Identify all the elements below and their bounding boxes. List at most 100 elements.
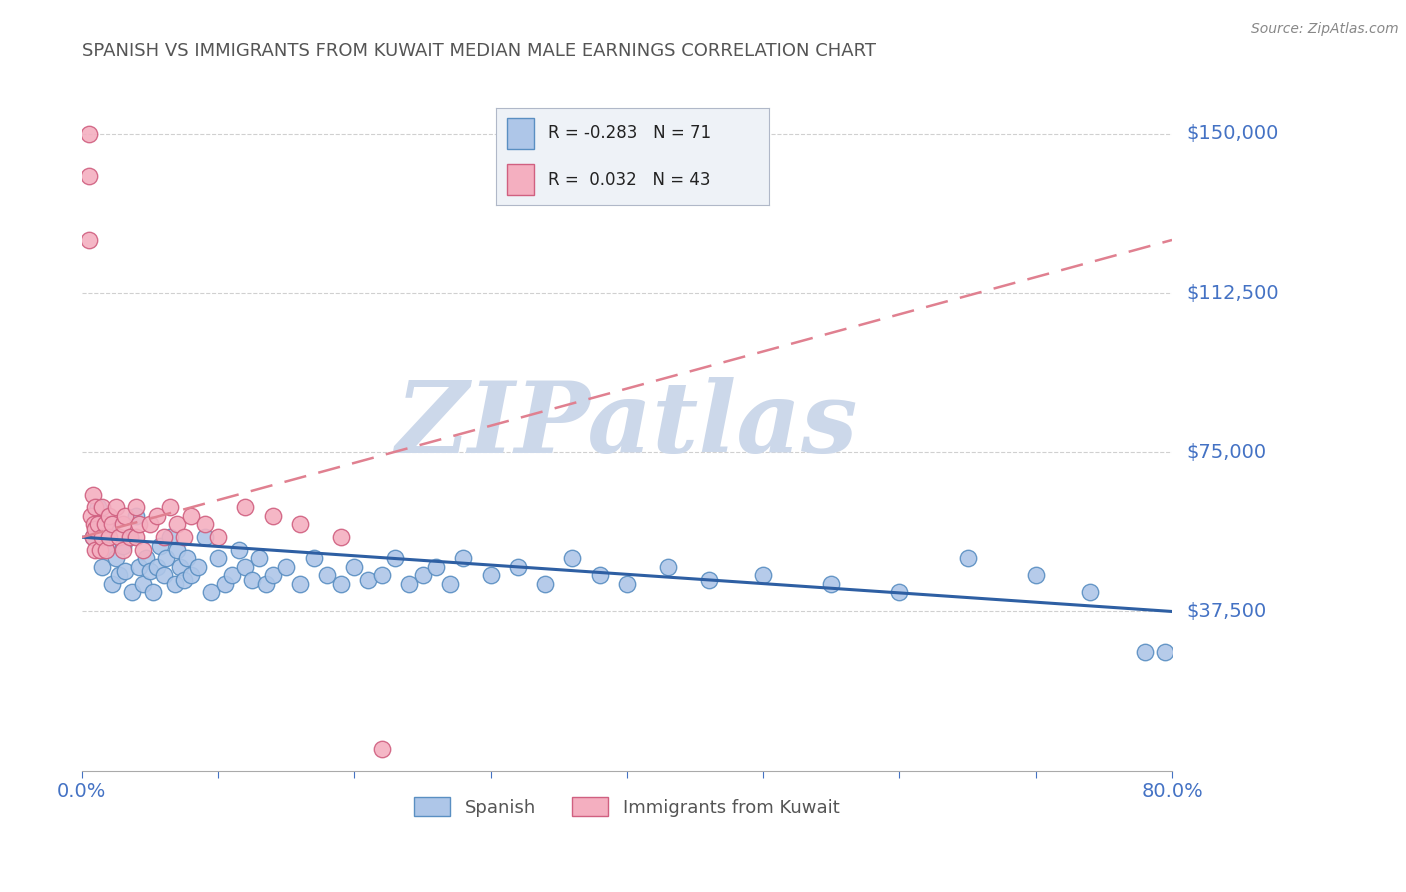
Point <box>125 508 148 523</box>
Text: ZIPatlas: ZIPatlas <box>395 377 858 474</box>
Point <box>439 577 461 591</box>
Text: $75,000: $75,000 <box>1185 442 1265 462</box>
Point <box>479 568 502 582</box>
Point <box>657 560 679 574</box>
Point <box>288 577 311 591</box>
Point <box>104 500 127 515</box>
Point <box>589 568 612 582</box>
Point <box>235 560 257 574</box>
Point <box>142 585 165 599</box>
Point <box>262 508 284 523</box>
Point <box>453 551 475 566</box>
Text: Source: ZipAtlas.com: Source: ZipAtlas.com <box>1251 22 1399 37</box>
Point <box>84 500 107 515</box>
Point <box>139 564 162 578</box>
Point <box>506 560 529 574</box>
Point <box>214 577 236 591</box>
Point <box>159 500 181 515</box>
Point <box>561 551 583 566</box>
Point <box>77 169 100 184</box>
Point <box>146 560 169 574</box>
Point <box>370 742 392 756</box>
Point <box>398 577 420 591</box>
Point <box>96 542 118 557</box>
Point <box>228 542 250 557</box>
Text: $112,500: $112,500 <box>1185 284 1278 302</box>
Point <box>77 127 100 141</box>
Point <box>98 508 121 523</box>
Point <box>166 542 188 557</box>
Point <box>288 517 311 532</box>
Point <box>114 564 136 578</box>
Text: $37,500: $37,500 <box>1185 602 1267 621</box>
Point <box>956 551 979 566</box>
Point <box>697 573 720 587</box>
Point <box>329 530 352 544</box>
Point <box>84 542 107 557</box>
Point <box>132 542 155 557</box>
Point <box>118 530 141 544</box>
Point <box>1025 568 1047 582</box>
Point <box>221 568 243 582</box>
Point <box>155 551 177 566</box>
Point <box>329 577 352 591</box>
Point <box>96 542 118 557</box>
Point <box>384 551 406 566</box>
Point <box>111 517 134 532</box>
Point <box>820 577 842 591</box>
Point <box>262 568 284 582</box>
Point <box>139 517 162 532</box>
Point <box>302 551 325 566</box>
Point <box>193 530 215 544</box>
Point <box>276 560 298 574</box>
Point <box>316 568 339 582</box>
Point <box>101 517 124 532</box>
Point <box>132 577 155 591</box>
Point <box>121 585 143 599</box>
Point <box>1078 585 1101 599</box>
Point <box>87 517 110 532</box>
Point <box>163 577 186 591</box>
Point <box>752 568 775 582</box>
Point <box>180 568 202 582</box>
Point <box>173 573 195 587</box>
Point <box>135 551 157 566</box>
Point <box>107 530 129 544</box>
Point <box>425 560 447 574</box>
Point <box>173 530 195 544</box>
Point <box>128 517 150 532</box>
Point <box>152 568 174 582</box>
Point <box>207 530 229 544</box>
Text: SPANISH VS IMMIGRANTS FROM KUWAIT MEDIAN MALE EARNINGS CORRELATION CHART: SPANISH VS IMMIGRANTS FROM KUWAIT MEDIAN… <box>82 42 876 60</box>
Point <box>87 500 110 515</box>
Point <box>118 530 141 544</box>
Point <box>80 508 103 523</box>
Text: $150,000: $150,000 <box>1185 124 1278 144</box>
Point <box>412 568 434 582</box>
Point <box>89 542 111 557</box>
Point <box>187 560 209 574</box>
Point <box>207 551 229 566</box>
Point <box>146 508 169 523</box>
Point <box>107 568 129 582</box>
Point <box>91 530 114 544</box>
Point <box>616 577 638 591</box>
Point <box>235 500 257 515</box>
Point <box>111 539 134 553</box>
Point <box>82 530 104 544</box>
Point <box>148 539 170 553</box>
Point <box>1154 645 1177 659</box>
Point <box>180 508 202 523</box>
Point <box>125 500 148 515</box>
Point <box>152 530 174 544</box>
Point <box>370 568 392 582</box>
Point <box>98 530 121 544</box>
Point <box>357 573 380 587</box>
Point <box>889 585 911 599</box>
Point <box>240 573 263 587</box>
Point <box>247 551 270 566</box>
Point <box>82 488 104 502</box>
Point <box>534 577 557 591</box>
Point <box>166 517 188 532</box>
Point <box>77 233 100 247</box>
